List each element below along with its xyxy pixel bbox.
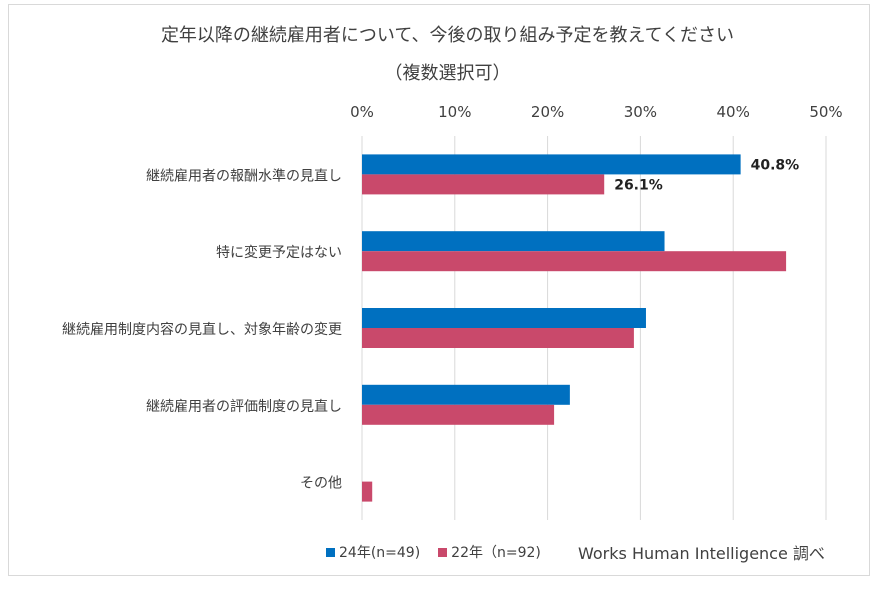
bar — [362, 251, 787, 272]
chart-title: 定年以降の継続雇用者について、今後の取り組み予定を教えてください — [160, 25, 735, 46]
legend-item-24: 24年(n=49) — [326, 542, 420, 562]
bar — [362, 481, 373, 502]
category-label: その他 — [300, 476, 342, 492]
bar — [362, 384, 570, 405]
bar — [362, 328, 634, 348]
bar — [362, 231, 665, 252]
category-label: 継続雇用者の報酬水準の見直し — [146, 167, 342, 184]
chart-frame — [8, 4, 870, 576]
legend-item-22: 22年（n=92) — [438, 542, 541, 562]
x-tick-label: 50% — [809, 103, 842, 121]
x-tick-label: 20% — [531, 103, 564, 121]
legend: 24年(n=49) 22年（n=92) — [326, 542, 541, 562]
legend-swatch-24 — [326, 547, 335, 557]
legend-swatch-22 — [438, 547, 448, 557]
data-label: 40.8% — [751, 157, 800, 173]
x-tick-label: 40% — [717, 103, 750, 121]
source-note: Works Human Intelligence 調べ — [578, 544, 825, 563]
category-label: 継続雇用者の評価制度の見直し — [146, 398, 342, 415]
chart-subtitle: （複数選択可） — [384, 63, 511, 84]
bar — [362, 308, 646, 328]
x-tick-label: 30% — [624, 103, 657, 121]
bar — [362, 154, 741, 175]
bar — [362, 404, 555, 425]
category-label: 継続雇用制度内容の見直し、対象年齢の変更 — [62, 321, 342, 338]
category-label: 特に変更予定はない — [216, 244, 342, 261]
legend-label-22: 22年（n=92) — [451, 545, 541, 561]
x-tick-label: 10% — [438, 103, 471, 121]
data-label: 26.1% — [614, 177, 663, 193]
x-tick-label: 0% — [350, 103, 374, 121]
legend-label-24: 24年(n=49) — [339, 545, 421, 561]
bar — [362, 174, 605, 195]
